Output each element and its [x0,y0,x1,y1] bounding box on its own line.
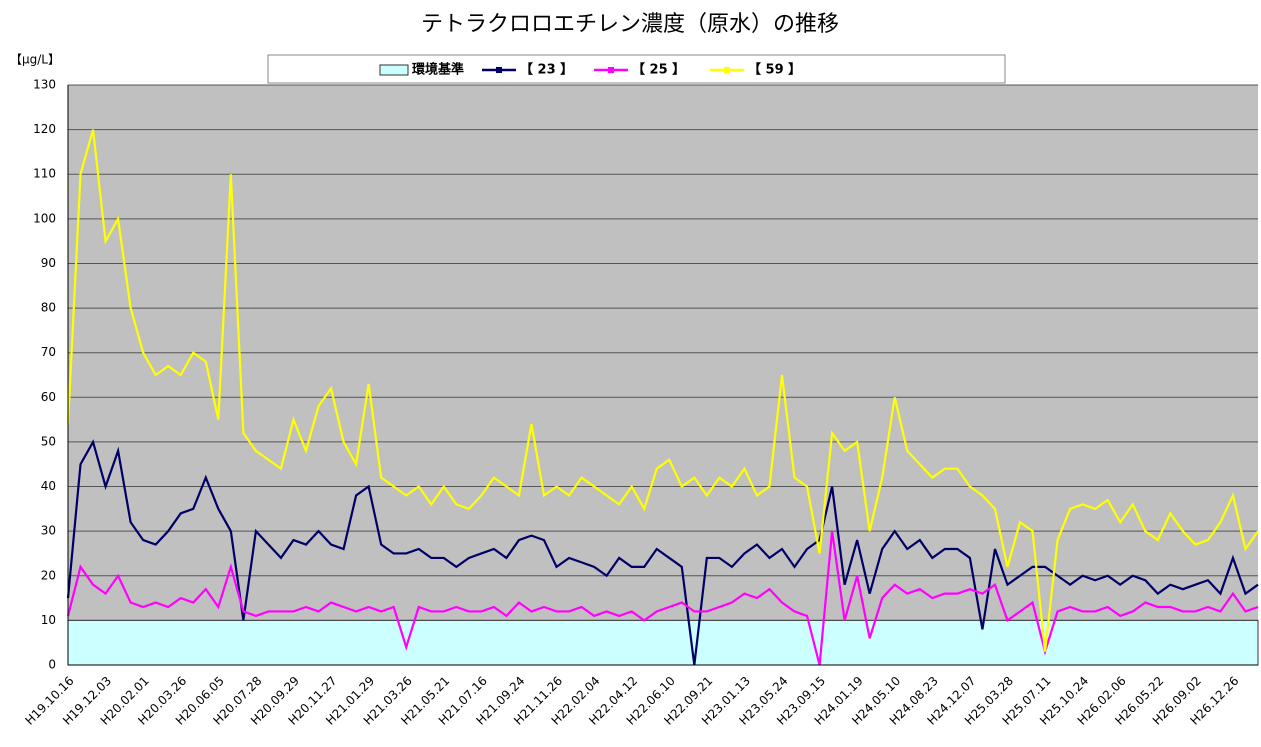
plot-area [68,85,1258,665]
y-tick-label: 80 [41,301,56,315]
legend-marker [608,67,614,73]
y-tick-label: 110 [33,167,56,181]
series-line [66,439,1259,666]
y-tick-label: 50 [41,434,56,448]
legend-label: 【 23 】 [520,62,573,78]
y-tick-label: 70 [41,345,56,359]
standard-area [67,619,1259,666]
legend-label: 環境基準 [412,62,464,78]
legend-label: 【 59 】 [748,62,801,78]
chart-title: テトラクロロエチレン濃度（原水）の推移 [421,12,839,37]
y-tick-label: 60 [41,390,56,404]
y-axis-label: 【μg/L】 [10,53,60,67]
y-tick-label: 120 [33,122,56,136]
legend-marker [724,67,730,73]
y-tick-label: 40 [41,479,56,493]
y-tick-label: 10 [41,613,56,627]
y-tick-label: 130 [33,78,56,92]
y-tick-label: 20 [41,568,56,582]
series-line [66,531,1259,666]
y-tick-label: 90 [41,256,56,270]
y-tick-label: 30 [41,524,56,538]
y-tick-label: 100 [33,211,56,225]
series-line [66,129,1259,652]
legend-label: 【 25 】 [632,62,685,78]
legend-swatch [379,64,409,76]
y-tick-label: 0 [48,658,56,672]
legend-marker [496,67,502,73]
